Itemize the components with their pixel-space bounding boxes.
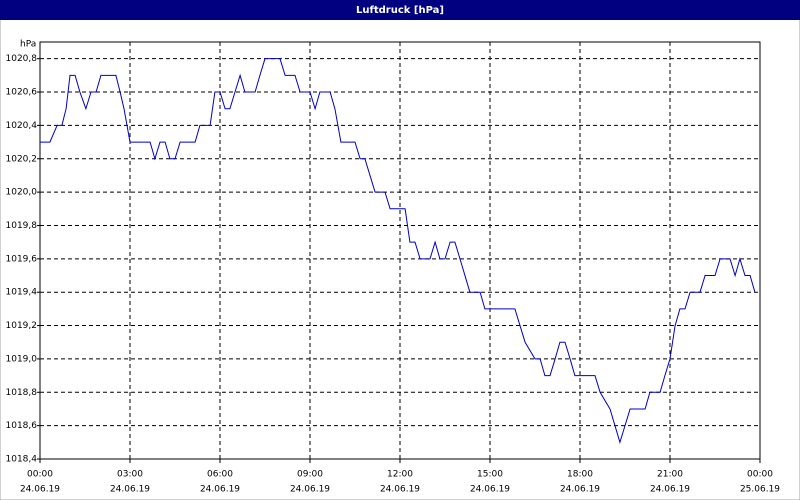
x-tick-label: 00:00 [747,470,773,480]
y-tick-label: 1018,6 [6,421,38,431]
x-tick-date: 24.06.19 [200,485,240,495]
y-tick-label: 1020,2 [6,154,38,164]
x-tick-date: 24.06.19 [380,485,420,495]
x-tick-date: 24.06.19 [20,485,60,495]
x-tick-date: 24.06.19 [560,485,600,495]
x-tick-date: 24.06.19 [650,485,690,495]
x-tick-label: 21:00 [657,470,683,480]
y-tick-label: 1019,8 [6,221,38,231]
x-tick-label: 06:00 [207,470,233,480]
x-tick-label: 03:00 [117,470,143,480]
x-tick-label: 18:00 [567,470,593,480]
y-tick-label: 1020,8 [6,54,38,64]
y-tick-label: 1020,6 [6,88,38,98]
x-tick-label: 12:00 [387,470,413,480]
x-tick-label: 15:00 [477,470,503,480]
x-tick-label: 00:00 [27,470,53,480]
y-tick-label: 1019,2 [6,321,38,331]
x-tick-date: 24.06.19 [110,485,150,495]
title-bar [0,0,800,20]
y-unit: hPa [20,40,36,50]
x-tick-date: 25.06.19 [740,485,780,495]
y-tick-label: 1019,6 [6,254,38,264]
line [40,58,756,445]
y-tick-label: 1019,4 [6,288,38,298]
chart-title: Luftdruck [hPa] [356,5,444,16]
y-tick-label: 1018,8 [6,388,38,398]
y-tick-label: 1020,0 [6,188,38,198]
x-tick-date: 24.06.19 [290,485,330,495]
y-tick-label: 1019,0 [6,354,38,364]
y-tick-label: 1020,4 [6,121,38,131]
y-tick-label: 1018,4 [6,455,38,465]
x-tick-label: 09:00 [297,470,323,480]
x-tick-date: 24.06.19 [470,485,510,495]
